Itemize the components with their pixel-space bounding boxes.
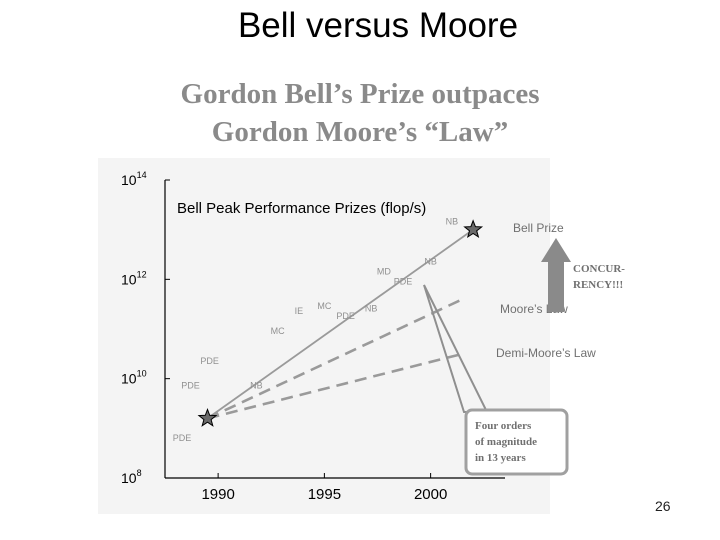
star-icon xyxy=(463,219,484,239)
data-point-label: PDE xyxy=(394,276,413,286)
slide-title: Bell versus Moore xyxy=(237,6,519,45)
callout-line-2: of magnitude xyxy=(475,436,537,448)
series xyxy=(206,228,474,420)
y-ticks: 1014 1012 1010 108 xyxy=(121,170,170,486)
y-tick-label: 1012 xyxy=(121,269,147,287)
page-number: 26 xyxy=(655,498,671,514)
concurrency-annotation-line2: RENCY!!! xyxy=(573,279,623,291)
stars xyxy=(197,219,484,427)
x-tick-label: 1995 xyxy=(308,486,341,503)
x-tick-label: 1990 xyxy=(201,486,234,503)
data-point-label: PDE xyxy=(200,356,219,366)
y-tick-label: 1010 xyxy=(121,369,147,387)
legend-demi-moores-law: Demi-Moore’s Law xyxy=(496,346,596,360)
series-line-moore-s-law xyxy=(206,298,464,420)
series-line-bell-prize xyxy=(206,228,474,420)
data-point-label: PDE xyxy=(173,433,192,443)
headline-line-2: Gordon Moore’s “Law” xyxy=(211,116,509,148)
star-icon xyxy=(197,407,218,427)
data-point-label: NB xyxy=(446,217,459,227)
data-point-label: PDE xyxy=(181,381,200,391)
data-point-label: NB xyxy=(365,304,378,314)
headline-line-1: Gordon Bell’s Prize outpaces xyxy=(180,78,540,110)
data-point-label: NB xyxy=(424,256,437,266)
data-point-label: IE xyxy=(295,306,304,316)
series-line-demi-moore-s-law xyxy=(207,352,463,420)
concurrency-annotation-line1: CONCUR- xyxy=(573,263,625,275)
legend-bell-prize: Bell Prize xyxy=(513,221,564,235)
data-point-label: PDE xyxy=(336,311,355,321)
x-tick-label: 2000 xyxy=(414,486,447,503)
y-tick-label: 108 xyxy=(121,468,142,486)
data-point-label: NB xyxy=(250,381,263,391)
x-ticks: 1990 1995 2000 xyxy=(201,473,447,503)
data-point-label: MC xyxy=(271,326,285,336)
data-point-label: MC xyxy=(317,301,331,311)
y-tick-label: 1014 xyxy=(121,170,147,188)
callout-line-1: Four orders xyxy=(475,420,532,432)
concurrency-arrow-icon xyxy=(541,238,571,312)
callout-box xyxy=(464,408,569,476)
data-point-label: MD xyxy=(377,266,391,276)
callout-line-3: in 13 years xyxy=(475,452,526,464)
chart-title: Bell Peak Performance Prizes (flop/s) xyxy=(177,200,426,217)
